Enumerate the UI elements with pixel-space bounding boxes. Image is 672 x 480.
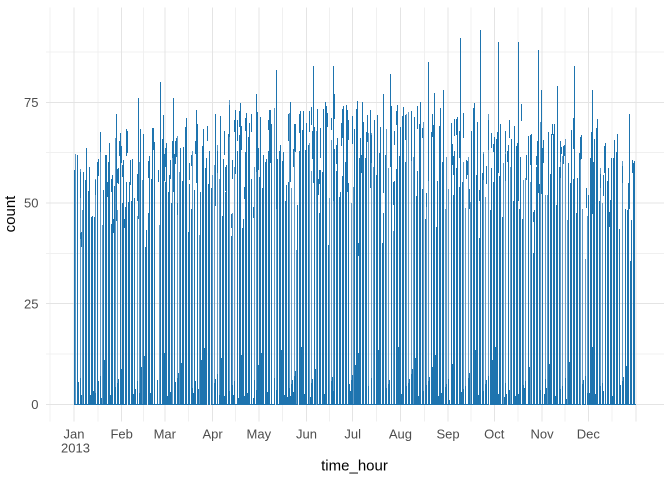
svg-text:Aug: Aug <box>389 427 412 442</box>
svg-text:75: 75 <box>24 95 38 110</box>
svg-text:Jul: Jul <box>344 427 361 442</box>
svg-text:time_hour: time_hour <box>321 458 388 475</box>
svg-text:50: 50 <box>24 196 38 211</box>
svg-text:Dec: Dec <box>577 427 601 442</box>
svg-text:Jun: Jun <box>296 427 317 442</box>
svg-text:Apr: Apr <box>202 427 223 442</box>
svg-text:count: count <box>2 195 19 233</box>
svg-text:Nov: Nov <box>531 427 555 442</box>
svg-text:May: May <box>247 427 272 442</box>
svg-text:Jan: Jan <box>64 427 85 442</box>
svg-text:Feb: Feb <box>110 427 132 442</box>
svg-text:25: 25 <box>24 296 38 311</box>
svg-text:Oct: Oct <box>484 427 505 442</box>
svg-text:0: 0 <box>31 397 38 412</box>
svg-text:2013: 2013 <box>61 441 90 456</box>
svg-text:Sep: Sep <box>437 427 460 442</box>
svg-text:Mar: Mar <box>154 427 177 442</box>
